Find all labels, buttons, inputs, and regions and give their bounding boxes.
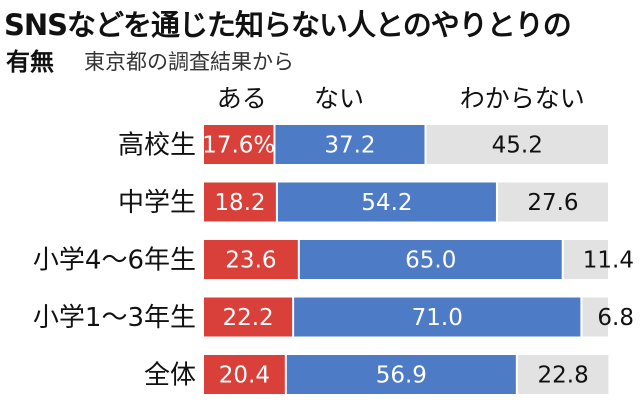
bar-segment — [204, 182, 276, 222]
bar-segment — [582, 297, 608, 337]
bar-segment — [204, 125, 274, 164]
bar-segment — [204, 355, 285, 394]
data-label: 65.0 — [405, 248, 456, 274]
bar-segment — [497, 182, 608, 222]
bar-segment — [563, 240, 608, 279]
bar-segment — [299, 240, 562, 279]
legend-label: ある — [217, 84, 267, 113]
data-label: 11.4 — [583, 248, 634, 274]
category-label: 小学1～3年生 — [33, 303, 196, 333]
bar-segment — [277, 182, 496, 222]
bar-segment — [204, 297, 293, 337]
data-label: 71.0 — [412, 305, 463, 331]
chart-title-line2: 有無 — [6, 48, 54, 76]
category-label: 小学4～6年生 — [33, 246, 196, 276]
data-label: 56.9 — [376, 363, 427, 389]
category-label: 高校生 — [118, 131, 196, 161]
data-label: 18.2 — [214, 190, 265, 216]
data-label: 17.6% — [202, 133, 275, 159]
data-label: 54.2 — [361, 190, 412, 216]
category-label: 全体 — [144, 361, 196, 391]
bar-segment — [517, 355, 609, 394]
chart-subtitle: 東京都の調査結果から — [84, 50, 294, 74]
data-label: 6.8 — [597, 305, 634, 331]
legend-label: ない — [314, 84, 364, 113]
data-label: 37.2 — [324, 133, 375, 159]
category-label: 中学生 — [118, 188, 196, 218]
bar-segment — [286, 355, 516, 394]
data-label: 27.6 — [527, 190, 578, 216]
data-label: 22.2 — [222, 305, 273, 331]
data-label: 22.8 — [538, 363, 589, 389]
bar-segment — [426, 125, 608, 164]
chart-title: SNSなどを通じた知らない人とのやりとりの — [4, 8, 572, 42]
data-label: 20.4 — [219, 363, 270, 389]
data-label: 45.2 — [492, 133, 543, 159]
bar-segment — [204, 240, 298, 279]
bar-segment — [275, 125, 425, 164]
legend-label: わからない — [460, 84, 585, 113]
bar-segment — [294, 297, 581, 337]
data-label: 23.6 — [225, 248, 276, 274]
